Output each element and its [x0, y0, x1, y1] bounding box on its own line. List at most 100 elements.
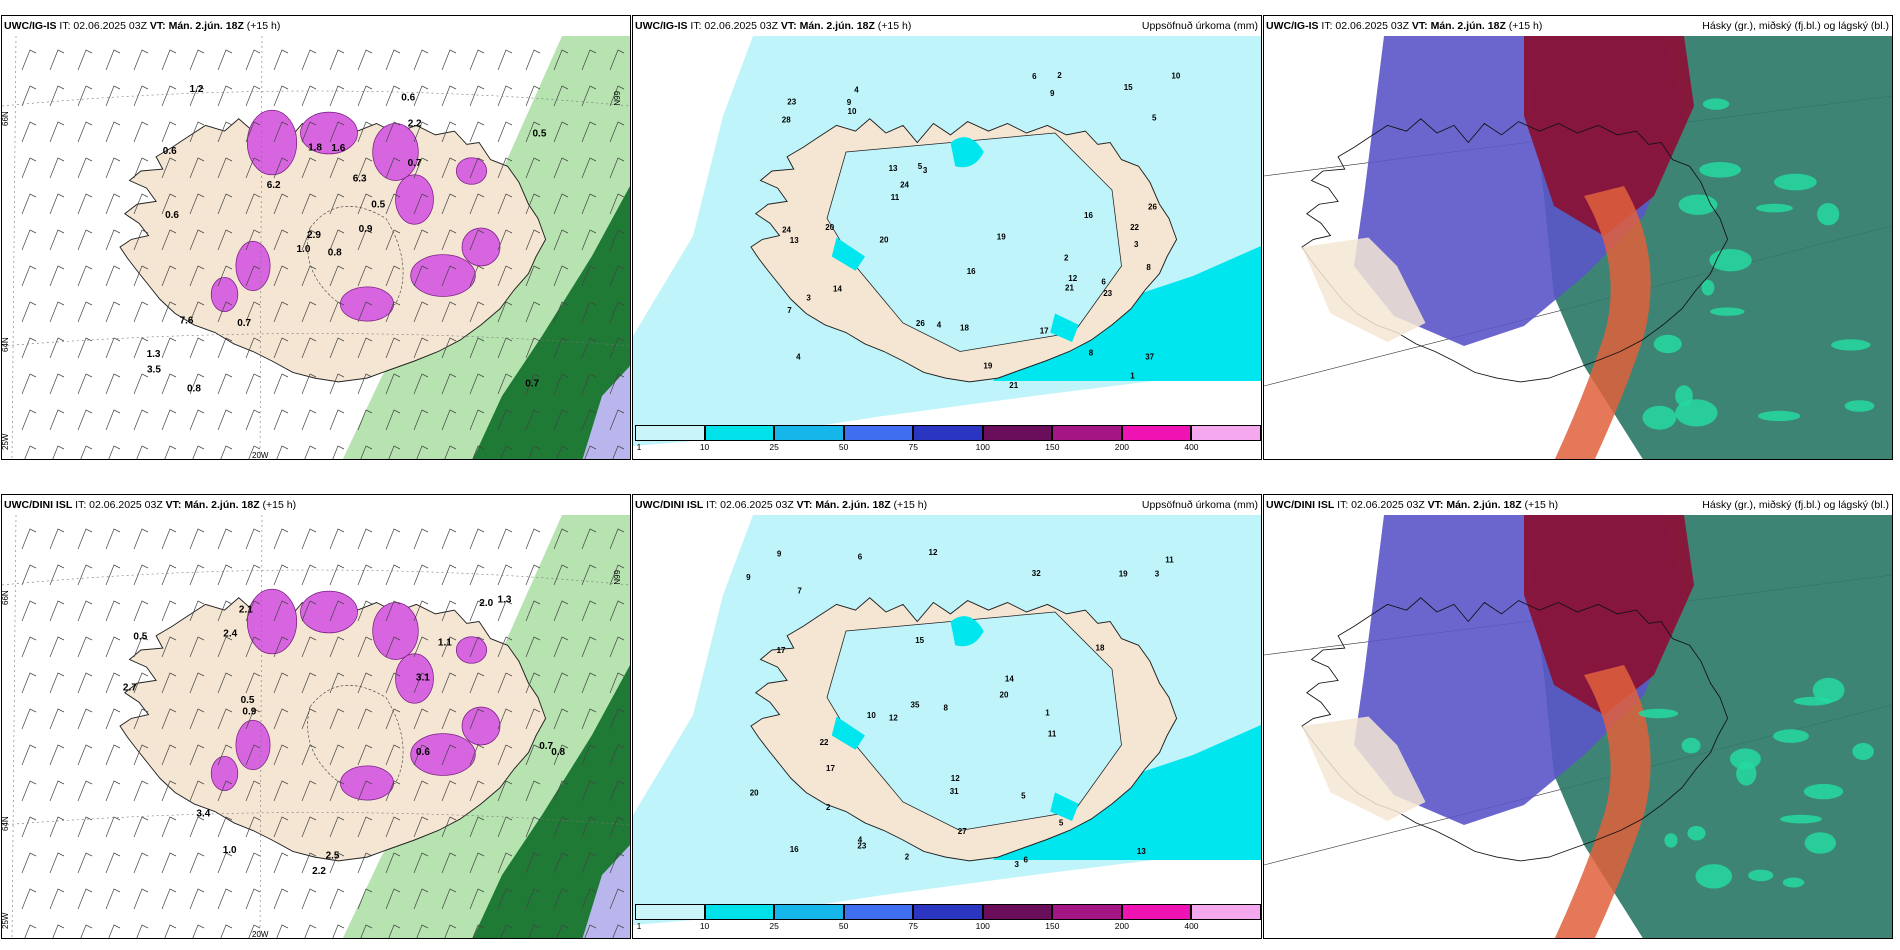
wind-barb: [273, 121, 289, 143]
wind-barb: [609, 888, 625, 910]
wind-barb: [161, 600, 177, 622]
wind-barb: [525, 85, 541, 107]
wind-barb: [553, 373, 569, 395]
vt-label: VT:: [1427, 499, 1444, 511]
wind-barb: [329, 564, 345, 586]
lon-label: 25W: [2, 433, 10, 450]
precip-core: [831, 716, 865, 750]
value-label: 23: [857, 842, 866, 851]
convective-precip-blob: [461, 706, 501, 746]
convective-precip-blob: [235, 240, 271, 292]
low-cloud-cell: [1675, 399, 1718, 427]
wind-barb: [189, 888, 205, 910]
value-label: 0.6: [165, 210, 179, 221]
value-label: 1.8: [308, 142, 322, 153]
wind-barb: [500, 445, 513, 459]
value-label: 3: [923, 166, 928, 175]
wind-barb: [581, 121, 597, 143]
map-area: 2 3 4 4 3 8 7 9 13 21 28 24 23 37 26 26 16 19 5 14 10 15 11 8 6 9…: [633, 36, 1261, 459]
value-label: 8: [944, 704, 949, 713]
value-label: 16: [967, 267, 976, 276]
legend-swatch: [982, 425, 1053, 441]
low-cloud-cell: [1699, 162, 1741, 178]
wind-barb: [357, 888, 373, 910]
low-cloud-cell: [1852, 743, 1874, 760]
color-legend: 1 10 25 50 75 100 150 200 400: [635, 904, 1261, 931]
iceland-group: [1301, 597, 1729, 862]
valid-time: Mán. 2.jún. 18Z: [799, 20, 875, 32]
lead-time: (+15 h): [1524, 499, 1559, 511]
value-label: 37: [1145, 353, 1154, 362]
wind-barb: [49, 888, 65, 910]
wind-barb: [245, 816, 261, 838]
wind-barb: [133, 708, 149, 730]
wind-barb: [553, 229, 569, 251]
wind-barb: [525, 636, 541, 658]
wind-barb: [609, 337, 625, 359]
value-label: 9: [1050, 89, 1055, 98]
cloud-cells: [1638, 677, 1874, 889]
wind-barb: [581, 528, 597, 550]
wind-barb: [385, 852, 401, 874]
wind-barb: [609, 744, 625, 766]
wind-barb: [497, 600, 513, 622]
wind-barb: [49, 301, 65, 323]
wind-barb: [525, 229, 541, 251]
wind-barb: [581, 888, 597, 910]
wind-barb: [413, 852, 429, 874]
wind-barb: [217, 157, 233, 179]
wind-barb: [553, 337, 569, 359]
wind-barb: [192, 924, 205, 938]
wind-barb: [301, 600, 317, 622]
wind-barb: [357, 265, 373, 287]
lead-time: (+15 h): [1508, 20, 1543, 32]
wind-barb: [108, 445, 121, 459]
panel-title: Uppsöfnuð úrkoma (mm): [1141, 499, 1258, 511]
wind-barb: [217, 528, 233, 550]
panel-header: UWC/IG-IS IT: 02.06.2025 03Z VT: Mán. 2.…: [1264, 16, 1892, 36]
legend-swatch: [1121, 904, 1192, 920]
value-label: 21: [1009, 381, 1018, 390]
wind-barb: [357, 301, 373, 323]
map-svg: 66N 64N 25W 20W 66N 0.8 0.6 2.9 1.3 0.5 0.7 0.6 1.6 2…: [2, 36, 630, 459]
high-cloud-area: [1524, 36, 1694, 236]
wind-barb: [217, 121, 233, 143]
wind-barb: [105, 193, 121, 215]
wind-barb: [161, 49, 177, 71]
precip-band-violet: [582, 366, 630, 459]
wind-barb: [49, 564, 65, 586]
wind-barb: [21, 636, 37, 658]
wind-barb: [245, 600, 261, 622]
value-label: 2.4: [223, 628, 237, 639]
wind-barb: [301, 780, 317, 802]
wind-barb: [581, 265, 597, 287]
legend-swatch: [982, 904, 1053, 920]
legend-label: 200: [1114, 921, 1129, 931]
value-label: 3.4: [196, 808, 210, 819]
wind-barb: [301, 301, 317, 323]
wind-barb: [189, 564, 205, 586]
wind-barb: [133, 85, 149, 107]
map-area: 66N 64N 25W 20W 66N 0.5 2.4 3.1 2.5 2.0 2.2 0.6 0.9 1…: [2, 515, 630, 938]
value-label: 11: [1048, 729, 1057, 738]
wind-barb: [161, 564, 177, 586]
wind-barb: [21, 409, 37, 431]
wind-barb: [21, 49, 37, 71]
wind-barb: [273, 672, 289, 694]
wind-barb: [469, 528, 485, 550]
value-label: 0.7: [539, 741, 553, 752]
wind-barb: [497, 157, 513, 179]
wind-barb: [276, 445, 289, 459]
wind-barb: [133, 265, 149, 287]
value-label: 16: [790, 845, 799, 854]
wind-barb: [525, 708, 541, 730]
wind-barb: [105, 816, 121, 838]
wind-barb: [105, 852, 121, 874]
wind-barb: [385, 229, 401, 251]
wind-barb: [332, 924, 345, 938]
value-label: 19: [1119, 570, 1128, 579]
wind-barb: [273, 265, 289, 287]
wind-barb: [80, 924, 93, 938]
value-label: 6: [858, 553, 863, 562]
wind-barb: [189, 600, 205, 622]
